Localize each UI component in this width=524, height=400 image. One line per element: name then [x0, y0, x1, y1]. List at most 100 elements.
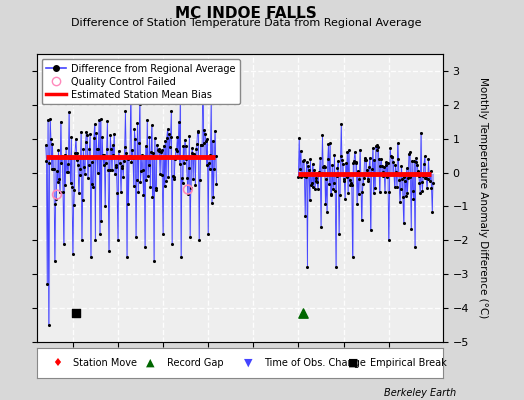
Point — [113, 190, 122, 196]
Point — [178, 175, 186, 182]
Point — [200, 126, 209, 133]
Point — [90, 134, 98, 141]
Point — [166, 134, 174, 140]
Point — [121, 108, 129, 114]
Point — [302, 159, 311, 166]
Point — [42, 158, 51, 164]
Point — [364, 178, 373, 184]
Point — [357, 217, 366, 224]
Point — [93, 145, 101, 152]
Point — [107, 146, 115, 152]
Point — [348, 254, 357, 260]
Point — [314, 186, 322, 192]
Point — [128, 147, 136, 153]
Point — [342, 174, 351, 180]
Point — [202, 162, 211, 168]
Point — [86, 254, 95, 260]
Point — [297, 174, 305, 180]
Point — [383, 174, 391, 180]
Point — [102, 146, 111, 152]
Point — [321, 164, 329, 170]
Point — [86, 130, 94, 137]
Point — [75, 172, 84, 178]
Point — [198, 142, 206, 148]
Point — [155, 148, 163, 154]
Point — [209, 137, 217, 144]
Point — [361, 156, 369, 163]
Point — [84, 162, 93, 168]
Point — [380, 164, 388, 171]
Point — [377, 155, 385, 162]
Point — [406, 173, 414, 180]
Text: ♦: ♦ — [52, 358, 62, 368]
Point — [378, 173, 387, 180]
Point — [361, 154, 369, 161]
Point — [413, 162, 421, 169]
Point — [387, 153, 396, 160]
Point — [301, 213, 309, 219]
Point — [324, 141, 333, 148]
Point — [211, 128, 219, 134]
Point — [346, 182, 354, 188]
Point — [192, 146, 200, 152]
Point — [134, 188, 143, 195]
Point — [54, 146, 63, 153]
Point — [299, 310, 307, 316]
Point — [109, 152, 117, 158]
Point — [397, 186, 405, 192]
Point — [427, 168, 435, 174]
Point — [366, 155, 374, 161]
Point — [373, 146, 381, 153]
Point — [157, 148, 165, 155]
Point — [130, 126, 139, 133]
Point — [423, 176, 432, 182]
Point — [395, 176, 403, 183]
Point — [78, 237, 86, 244]
Point — [423, 185, 431, 192]
Point — [424, 156, 433, 162]
Point — [143, 176, 151, 183]
Point — [168, 240, 176, 247]
Point — [181, 142, 190, 149]
Point — [319, 164, 328, 170]
Point — [179, 142, 188, 149]
Point — [410, 158, 418, 164]
Point — [305, 166, 313, 173]
Point — [318, 132, 326, 138]
Point — [298, 172, 307, 179]
Point — [186, 234, 194, 240]
Point — [188, 150, 196, 156]
Point — [115, 154, 124, 160]
Point — [307, 181, 315, 188]
Point — [328, 192, 336, 198]
Point — [195, 237, 203, 244]
Point — [394, 140, 402, 146]
Point — [340, 176, 348, 182]
Point — [41, 142, 50, 148]
Point — [45, 160, 53, 166]
Point — [347, 180, 355, 186]
Point — [349, 160, 357, 166]
Point — [102, 160, 110, 166]
Point — [406, 149, 414, 156]
Point — [100, 152, 108, 158]
Point — [172, 146, 180, 152]
Point — [101, 203, 110, 209]
Point — [313, 179, 321, 186]
Point — [79, 197, 87, 204]
Point — [185, 133, 193, 140]
Point — [64, 169, 72, 175]
Point — [422, 174, 430, 181]
Point — [114, 148, 123, 154]
Point — [153, 142, 161, 148]
Point — [391, 162, 400, 168]
Point — [170, 174, 179, 180]
Point — [162, 178, 170, 184]
Point — [404, 175, 412, 181]
Point — [125, 155, 134, 161]
Point — [149, 150, 157, 156]
Point — [352, 160, 361, 166]
Point — [379, 168, 388, 175]
Point — [401, 178, 409, 184]
Point — [421, 153, 429, 160]
